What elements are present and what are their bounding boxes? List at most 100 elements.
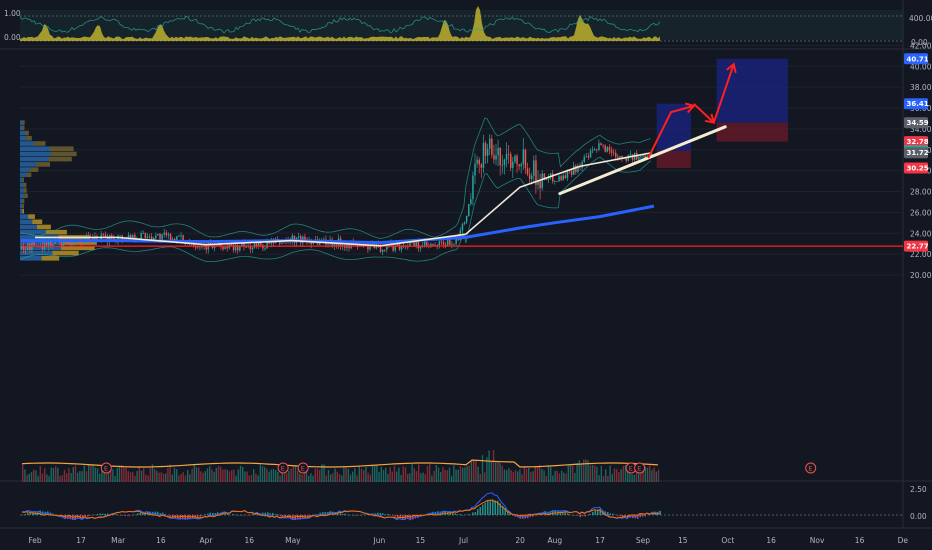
candle-body <box>81 242 84 244</box>
histogram-bar <box>124 515 126 516</box>
volume-profile-down <box>34 141 46 146</box>
volume-bar <box>451 475 453 482</box>
volume-bar <box>464 467 466 482</box>
histogram-bar <box>474 512 476 515</box>
long-position-stop-zone <box>656 150 691 168</box>
histogram-bar <box>574 515 576 516</box>
histogram-bar <box>244 514 246 515</box>
candle-body <box>503 159 506 165</box>
histogram-bar <box>407 515 409 519</box>
candle-body <box>281 242 283 244</box>
price-badge-label: 36.41 <box>907 100 929 108</box>
volume-bar <box>74 465 77 482</box>
volume-bar <box>462 467 464 482</box>
volume-bar <box>517 471 519 482</box>
volume-bar <box>136 471 138 482</box>
volume-bar <box>521 474 523 482</box>
volume-bar <box>61 474 63 482</box>
candle-body <box>617 156 619 158</box>
candle-body <box>419 246 422 249</box>
time-tick-label: Feb <box>28 536 42 545</box>
histogram-bar <box>202 515 204 516</box>
candle-body <box>413 242 415 247</box>
candle-body <box>159 233 161 240</box>
histogram-bar <box>589 514 591 515</box>
volume-bar <box>66 473 68 482</box>
histogram-bar <box>579 515 581 518</box>
volume-profile-down <box>24 130 29 136</box>
volume-bar <box>530 472 532 482</box>
volume-bar <box>620 469 622 482</box>
histogram-bar <box>619 515 621 516</box>
volume-bar <box>156 470 158 482</box>
histogram-bar <box>104 513 106 515</box>
candle-body <box>182 235 184 242</box>
candle-body <box>153 238 155 240</box>
candle-body <box>407 246 409 248</box>
candle-body <box>612 152 615 154</box>
candle-body <box>180 235 182 237</box>
volume-bar <box>261 466 264 482</box>
projection-arrow <box>712 63 735 123</box>
histogram-bar <box>392 515 394 516</box>
histogram-bar <box>129 515 131 516</box>
volume-profile-up <box>20 146 50 151</box>
histogram-bar <box>269 513 271 515</box>
volume-bar <box>310 473 312 482</box>
price-tick-label: 42.00 <box>910 41 932 50</box>
volume-bar <box>528 467 530 482</box>
histogram-bar <box>239 515 241 516</box>
histogram-bar <box>204 514 206 515</box>
histogram-bar <box>332 511 334 515</box>
volume-profile-up <box>20 172 27 178</box>
volume-bar <box>510 470 512 482</box>
histogram-bar <box>387 514 389 515</box>
candle-body <box>531 175 533 179</box>
volume-bar <box>327 470 330 482</box>
candle-body <box>486 148 489 156</box>
candle-body <box>426 241 428 246</box>
volume-bar <box>455 469 457 482</box>
volume-bar <box>334 468 336 482</box>
histogram-bar <box>347 514 349 516</box>
histogram-bar <box>389 514 391 516</box>
candle-body <box>447 238 449 246</box>
volume-bar <box>220 466 222 482</box>
histogram-bar <box>464 514 466 516</box>
volume-bar <box>591 465 594 482</box>
histogram-bar <box>572 515 574 516</box>
histogram-bar <box>472 512 474 515</box>
candle-body <box>230 244 233 246</box>
volume-profile-up <box>20 167 31 172</box>
volume-bar <box>24 469 26 482</box>
histogram-bar <box>362 514 364 516</box>
candle-body <box>556 181 558 182</box>
bollinger-upper <box>20 117 651 239</box>
volume-bar <box>44 468 46 482</box>
histogram-bar <box>92 514 94 515</box>
candle-body <box>222 247 224 250</box>
price-tick-label: 28.00 <box>910 188 932 197</box>
histogram-bar <box>272 512 274 515</box>
candle-body <box>573 165 575 175</box>
volume-bar <box>596 466 598 482</box>
histogram-bar <box>122 515 124 516</box>
volume-bar <box>125 467 127 482</box>
candle-body <box>468 204 470 216</box>
candle-body <box>197 246 199 248</box>
candle-body <box>69 243 71 245</box>
volume-bar <box>211 469 213 482</box>
volume-bar <box>457 469 459 482</box>
volume-bar <box>151 464 154 482</box>
candle-body <box>541 173 543 189</box>
volume-bar <box>580 463 583 482</box>
histogram-bar <box>194 515 196 518</box>
time-axis[interactable]: Feb 17 Mar 16 Apr 16 May Jun 15 Jul 20 Aug 17 Sep 15 Oc… <box>28 536 908 545</box>
histogram-bar <box>354 515 356 516</box>
price-badge-label: 32.78 <box>907 138 929 146</box>
candle-body <box>465 216 468 223</box>
candle-body <box>535 160 537 185</box>
volume-bar <box>398 467 400 482</box>
price-badge <box>904 117 928 129</box>
